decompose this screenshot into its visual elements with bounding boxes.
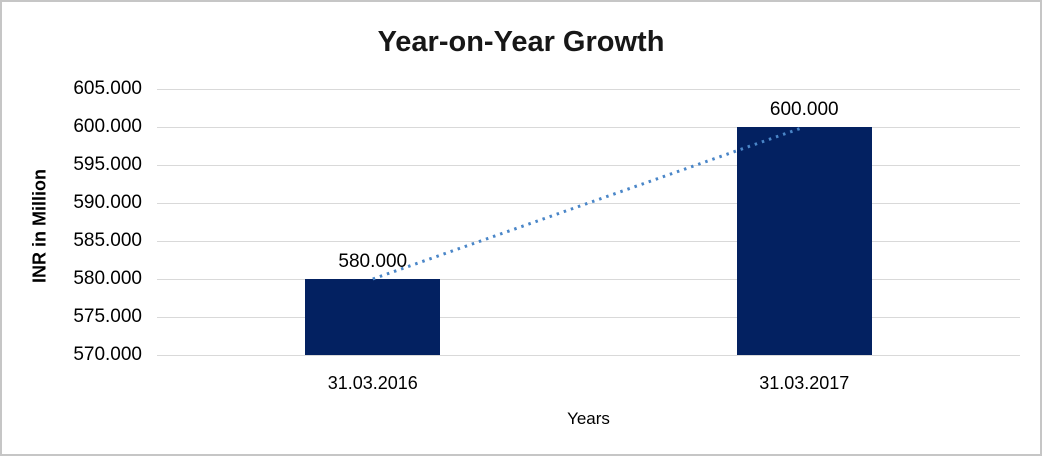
x-axis-category-label: 31.03.2016 [327,373,418,393]
bar-value-label: 600.000 [769,99,839,120]
x-axis-title: Years [567,409,610,428]
gridline [157,202,1020,204]
gridline [157,88,1020,90]
y-axis-tick-label: 575.000 [73,306,142,327]
gridline [157,164,1020,166]
y-axis-tick-label: 600.000 [73,116,142,137]
y-axis-tick-label: 570.000 [73,344,142,365]
bar [305,279,441,355]
gridline [157,240,1020,242]
gridline [157,316,1020,318]
y-axis-tick-label: 585.000 [73,230,142,251]
trendline [372,125,805,281]
bar [736,127,872,355]
chart-title: Year-on-Year Growth [377,26,665,58]
y-axis-tick-label: 605.000 [73,78,142,99]
bar-value-label: 580.000 [338,251,408,272]
gridline [157,126,1020,128]
y-axis-tick-label: 595.000 [73,154,142,175]
gridline [157,278,1020,280]
x-axis-category-label: 31.03.2017 [759,373,850,393]
gridline [157,354,1020,356]
y-axis-tick-label: 590.000 [73,192,142,213]
y-axis-tick-label: 580.000 [73,268,142,289]
